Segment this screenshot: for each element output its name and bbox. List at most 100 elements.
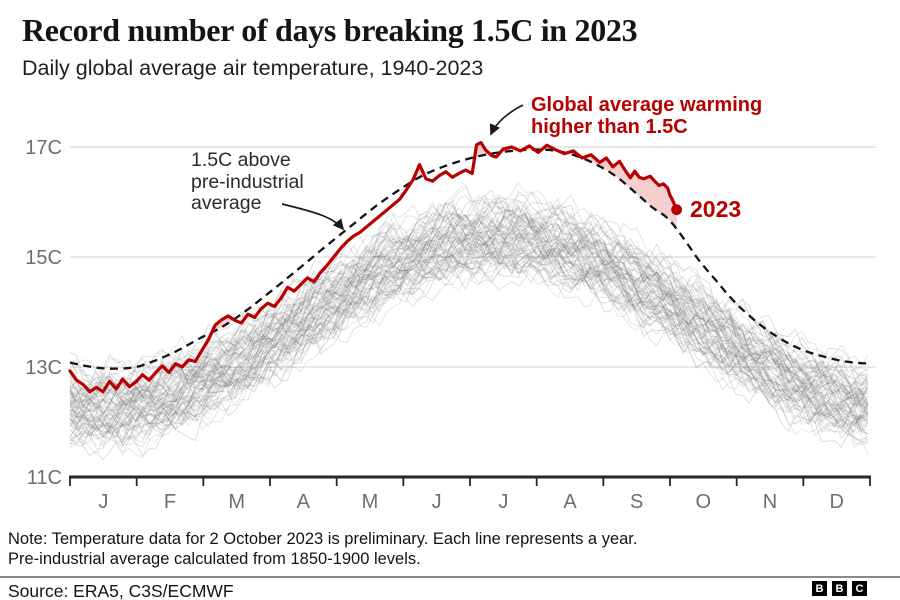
year-line <box>69 215 869 405</box>
year-line <box>69 198 869 411</box>
page-title: Record number of days breaking 1.5C in 2… <box>22 12 638 48</box>
year-line <box>69 213 869 404</box>
series-2023-label: 2023 <box>690 196 742 222</box>
year-line <box>69 229 869 432</box>
warming-annotation-arrow <box>489 104 524 136</box>
data-point-2023-latest <box>671 204 682 216</box>
year-line <box>69 235 869 444</box>
month-label: J <box>98 491 108 513</box>
year-line <box>69 254 869 459</box>
year-line <box>69 196 869 408</box>
bbc-logo-block: B <box>832 581 847 596</box>
year-line <box>69 231 869 428</box>
year-line <box>69 201 869 393</box>
month-label: N <box>763 491 777 513</box>
year-line <box>69 244 869 438</box>
year-line <box>69 237 868 439</box>
year-line <box>69 224 869 417</box>
year-line <box>69 231 868 429</box>
year-line <box>69 241 869 441</box>
year-line <box>69 230 869 431</box>
year-line <box>69 210 868 410</box>
yaxis-label: 17C <box>25 137 62 159</box>
year-line <box>69 240 869 442</box>
year-line <box>69 210 869 421</box>
year-line <box>69 201 869 412</box>
year-line <box>69 241 868 447</box>
year-line <box>69 254 868 440</box>
year-line <box>69 222 868 427</box>
footnote: Note: Temperature data for 2 October 202… <box>8 530 638 568</box>
year-line <box>69 218 869 416</box>
year-line <box>69 232 869 426</box>
month-label: O <box>696 491 712 513</box>
year-line <box>69 202 868 403</box>
year-line <box>69 252 868 461</box>
source-credit: Source: ERA5, C3S/ECMWF <box>8 581 234 600</box>
year-line <box>69 198 869 396</box>
year-line <box>69 254 869 443</box>
year-line <box>69 214 868 405</box>
month-label: A <box>297 491 311 513</box>
year-line <box>69 207 869 420</box>
year-line <box>69 228 869 438</box>
year-line <box>69 214 869 408</box>
year-line <box>69 246 869 443</box>
year-line <box>69 227 869 429</box>
year-line <box>69 197 869 404</box>
threshold-annotation-label: 1.5C above pre-industrial average <box>191 149 304 214</box>
month-label: D <box>829 491 843 513</box>
year-line <box>69 246 868 457</box>
year-line <box>69 214 868 411</box>
year-line <box>69 189 869 408</box>
yaxis-label: 11C <box>27 467 62 489</box>
year-line <box>69 230 868 417</box>
year-line <box>69 247 868 444</box>
year-line <box>69 211 869 416</box>
year-line <box>69 240 869 456</box>
year-line <box>69 242 868 427</box>
footer-divider <box>0 576 900 578</box>
threshold-dashed-line <box>69 148 871 370</box>
year-line <box>69 215 869 418</box>
yaxis-label: 15C <box>25 247 62 269</box>
year-line <box>69 227 869 433</box>
year-line <box>69 209 869 418</box>
year-line <box>69 198 869 402</box>
year-line <box>69 231 869 424</box>
month-label: M <box>228 491 245 513</box>
year-line <box>69 242 869 438</box>
year-line <box>69 210 869 402</box>
month-label: J <box>498 491 508 513</box>
year-line <box>69 200 868 402</box>
year-line <box>69 224 869 425</box>
month-label: J <box>432 491 442 513</box>
year-line <box>69 241 869 437</box>
year-line <box>69 255 869 446</box>
year-line <box>69 237 869 430</box>
year-line <box>69 233 868 440</box>
year-line <box>69 240 869 436</box>
year-line <box>69 218 869 414</box>
month-label: A <box>563 491 577 513</box>
year-line <box>69 221 869 416</box>
year-line <box>69 233 869 434</box>
year-line <box>69 186 868 384</box>
year-line <box>69 216 868 406</box>
year-line <box>69 202 869 415</box>
month-label: M <box>362 491 379 513</box>
year-line <box>69 229 869 432</box>
year-line <box>69 218 869 406</box>
bbc-logo-block: C <box>852 581 867 596</box>
temperature-2023-line <box>68 141 679 394</box>
threshold-annotation-arrow <box>281 203 345 231</box>
year-line <box>69 190 869 383</box>
bbc-logo-block: B <box>812 581 827 596</box>
year-line <box>69 244 868 450</box>
year-line <box>69 212 869 423</box>
year-line <box>69 226 869 419</box>
year-line <box>69 204 869 398</box>
year-line <box>69 261 868 448</box>
